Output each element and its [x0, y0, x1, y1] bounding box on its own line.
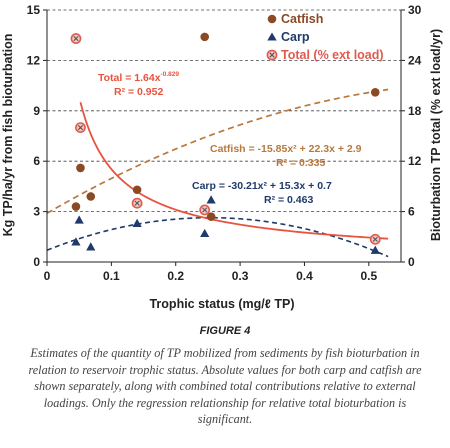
catfish-fit-equation: Catfish = -15.85x² + 22.3x + 2.9: [210, 143, 362, 155]
y-left-tick-label: 3: [33, 205, 40, 219]
x-axis-label: Trophic status (mg/ℓ TP): [149, 297, 294, 311]
total-point: [369, 233, 381, 245]
catfish-fit-r2: R² = 0.335: [276, 157, 325, 169]
carp-point: [370, 245, 380, 254]
figure-caption: Estimates of the quantity of TP mobilize…: [28, 346, 422, 426]
x-tick-label: 0.5: [360, 269, 377, 283]
catfish-point: [86, 192, 96, 201]
catfish-point: [71, 202, 81, 211]
y-left-tick-label: 15: [27, 3, 41, 17]
catfish-point: [76, 163, 85, 173]
carp-fit-equation: Carp = -30.21x² + 15.3x + 0.7: [192, 180, 332, 192]
legend-catfish-label: Catfish: [281, 12, 323, 26]
y-right-tick-label: 0: [408, 255, 415, 269]
total-point: [75, 122, 86, 133]
total-point: [131, 197, 143, 209]
figure-title: FIGURE 4: [199, 325, 251, 337]
carp-point: [71, 237, 81, 246]
legend-catfish-marker: [267, 14, 277, 24]
total-fit-equation: Total = 1.64x-0.829: [98, 71, 179, 84]
carp-point: [86, 242, 96, 251]
x-tick-label: 0: [44, 269, 51, 283]
carp-point: [206, 195, 216, 204]
data-points: [70, 32, 381, 254]
y-right-tick-label: 30: [408, 3, 422, 17]
y-axis-right-label: Bioturbation TP total (% ext load/yr): [429, 29, 443, 241]
fit-curves: [46, 88, 389, 258]
legend-total-label: Total (% ext load): [281, 48, 384, 62]
legend: Catfish Carp Total (% ext load): [266, 12, 384, 62]
y-left-tick-label: 9: [33, 104, 40, 118]
y-left-tick-label: 6: [33, 154, 40, 168]
y-right-tick-label: 18: [408, 104, 422, 118]
gridlines: [47, 9, 401, 213]
legend-carp-label: Carp: [281, 30, 310, 44]
y-right-tick-label: 6: [408, 205, 415, 219]
carp-point: [74, 215, 84, 224]
y-left-tick-label: 12: [27, 53, 41, 67]
catfish-fit-line: [46, 88, 389, 215]
y-axis-left-label: Kg TP/ha/yr from fish bioturbation: [1, 34, 15, 237]
fit-annotations: Total = 1.64x-0.829 R² = 0.952 Catfish =…: [98, 71, 362, 206]
catfish-point: [132, 185, 142, 195]
carp-fit-line: [46, 216, 389, 258]
x-tick-label: 0.4: [296, 269, 313, 283]
total-fit-r2: R² = 0.952: [114, 86, 163, 98]
x-tick-label: 0.3: [232, 269, 249, 283]
carp-point: [132, 218, 142, 227]
catfish-point: [200, 32, 209, 42]
y-right-tick-label: 12: [408, 154, 422, 168]
y-left-tick-label: 0: [33, 255, 40, 269]
chart: 0 3 6 9 12 15 0 6 12 18 24 30 0 0.1 0.2 0.3 0.4 0.5 Catfi…: [1, 3, 443, 311]
catfish-point: [370, 88, 380, 97]
total-fit-line: [79, 101, 389, 240]
legend-total-marker: [266, 49, 278, 61]
total-point: [199, 204, 211, 216]
carp-fit-r2: R² = 0.463: [264, 194, 313, 206]
total-point: [70, 33, 82, 44]
legend-carp-marker: [267, 32, 277, 41]
x-tick-label: 0.2: [167, 269, 184, 283]
y-right-tick-label: 24: [408, 53, 422, 67]
axes: 0 3 6 9 12 15 0 6 12 18 24 30 0 0.1 0.2 0.3 0.4 0.5: [27, 3, 422, 283]
x-tick-label: 0.1: [103, 269, 120, 283]
catfish-point: [206, 212, 216, 221]
carp-point: [200, 228, 210, 238]
